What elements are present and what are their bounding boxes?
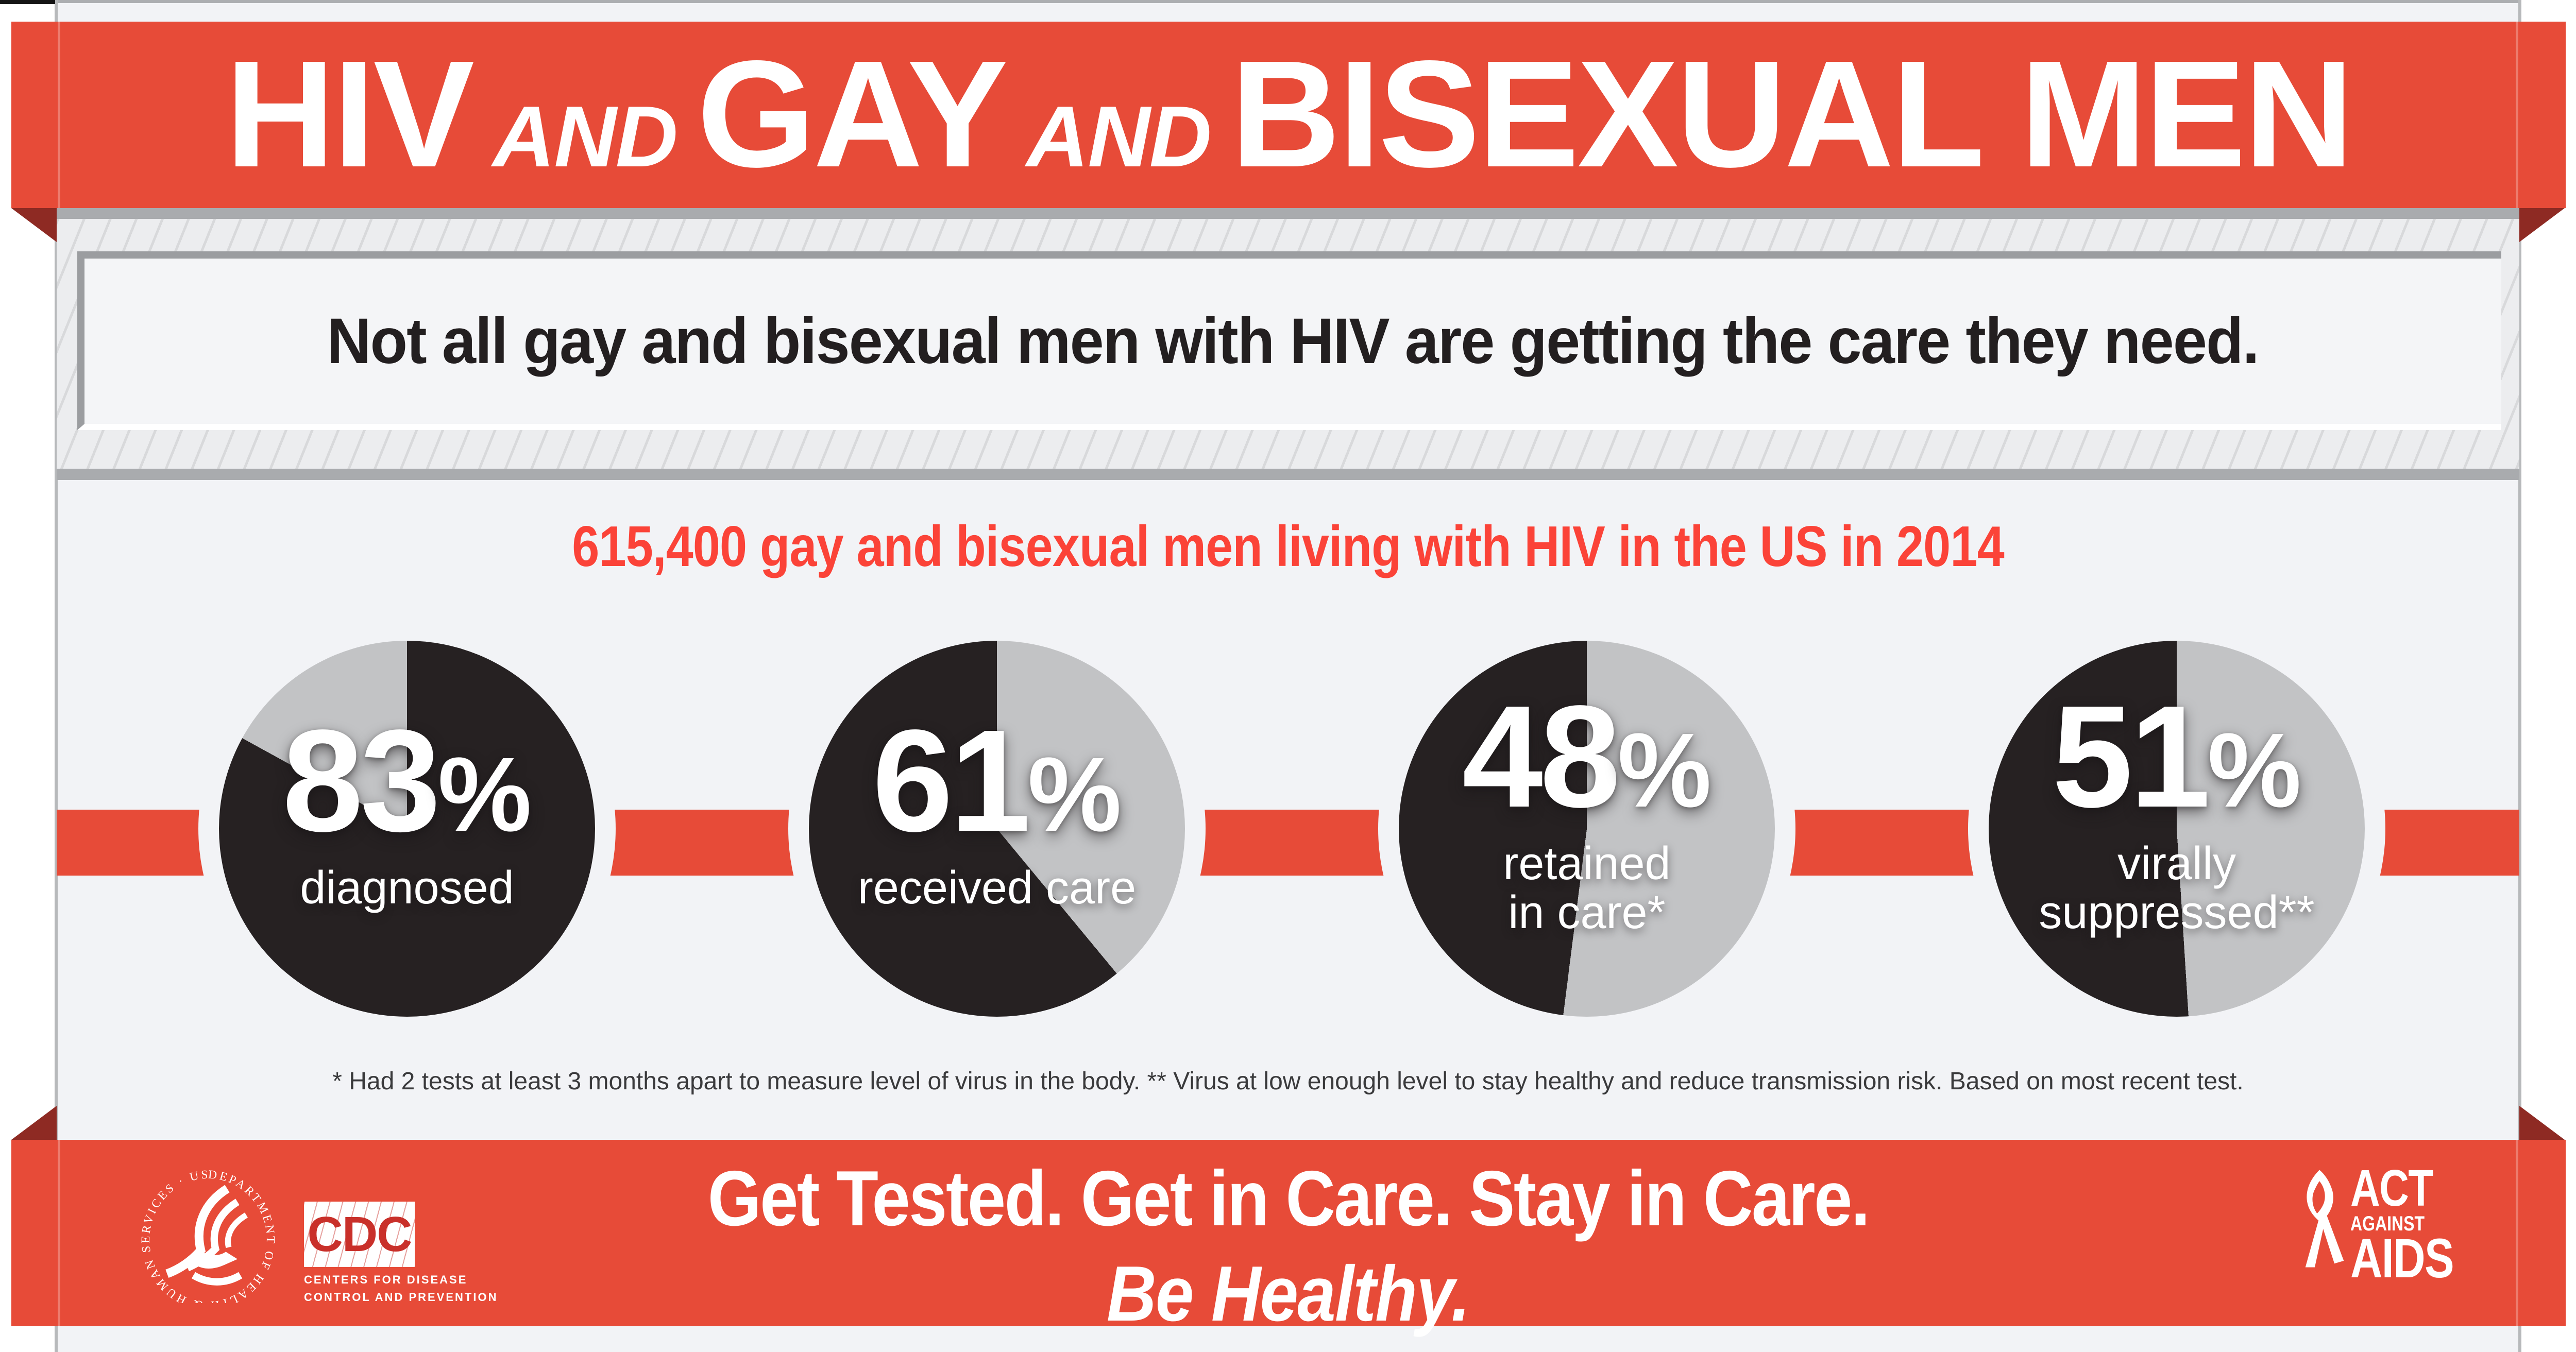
pie-label-line: in care* [1508,887,1666,938]
percent-sign: % [1617,711,1711,829]
act-against-aids-logo: ACT AGAINST AIDS [2292,1159,2479,1289]
pie-value: 48% [1462,683,1711,829]
pie-value: 61% [872,708,1122,853]
pie-percent-number: 61 [872,699,1031,862]
gray-divider-top [57,208,2519,219]
pie-chart-received-care: 61% received care [809,641,1185,1017]
aaa-line3: AIDS [2350,1227,2454,1289]
hhs-eagle-icon [165,1185,248,1286]
pie-value: 51% [2052,683,2301,829]
cdc-acronym: CDC [307,1206,413,1262]
top-banner [11,22,2566,208]
pie-label: diagnosed [300,862,514,914]
message-box: Not all gay and bisexual men with HIV ar… [77,251,2501,430]
pie-chart-retained-in-care: 48% retained in care* [1399,641,1775,1017]
pie-label-line: diagnosed [300,862,514,914]
stat-heading: 615,400 gay and bisexual men living with… [57,514,2519,579]
gray-divider-bottom [57,469,2519,480]
slogan: Get Tested. Get in Care. Stay in Care. B… [57,1154,2519,1339]
pie-chart-diagnosed: 83% diagnosed [219,641,595,1017]
ribbon-fold-bottom-left [11,1106,57,1140]
ribbon-fold-bottom-right [2519,1106,2565,1140]
pie-label-line: retained [1503,837,1671,889]
act-against-aids-text: ACT AGAINST AIDS [2350,1159,2454,1289]
banner-seam [2516,1140,2518,1326]
percent-sign: % [1027,735,1122,854]
message-text: Not all gay and bisexual men with HIV ar… [327,305,2260,377]
ribbon-fold-top-left [11,208,57,242]
title-word-gay: GAY [697,29,1008,199]
cdc-name-line2: CONTROL AND PREVENTION [304,1291,498,1304]
title-word-bisexual-men: BISEXUAL MEN [1230,29,2354,199]
pie-label-line: received care [857,862,1137,914]
pie-label-line: virally [2117,837,2236,889]
pie-value: 83% [282,708,532,853]
cdc-name-line1: CENTERS FOR DISEASE [304,1273,468,1286]
banner-seam [2516,22,2518,208]
awareness-ribbon-icon [2305,1170,2344,1268]
pie-label-line: suppressed** [2039,887,2315,938]
banner-seam [58,22,60,208]
bottom-banner [11,1140,2566,1326]
pie-label: virally suppressed** [2039,837,2315,938]
percent-sign: % [437,735,532,854]
pie-percent-number: 83 [282,699,441,862]
pie-percent-number: 48 [1462,675,1621,837]
cdc-logo-box: CDC [304,1202,415,1267]
ribbon-fold-top-right [2519,208,2565,242]
slogan-line2: Be Healthy. [1106,1250,1470,1338]
title-word-and-1: AND [493,88,678,185]
page-left-edge [55,0,58,1352]
banner-seam [58,1140,60,1326]
pie-chart-virally-suppressed: 51% virally suppressed** [1989,641,2365,1017]
cdc-logo: CDC CENTERS FOR DISEASE CONTROL AND PREV… [304,1202,498,1304]
title-word-and-2: AND [1026,88,1212,185]
scan-artifact-bar [0,0,55,4]
pie-label: retained in care* [1503,837,1671,938]
stat-heading-text: 615,400 gay and bisexual men living with… [572,515,2004,578]
pie-percent-number: 51 [2052,675,2211,837]
slogan-line1: Get Tested. Get in Care. Stay in Care. [707,1155,1870,1242]
aaa-line1: ACT [2350,1159,2433,1217]
page-right-edge [2518,0,2521,1352]
page-top-border [57,0,2519,3]
aaa-line2: AGAINST [2350,1212,2425,1235]
pie-label: received care [857,862,1137,914]
footnote: * Had 2 tests at least 3 months apart to… [332,1068,2244,1095]
title-word-hiv: HIV [225,29,474,199]
poster-title: HIV AND GAY AND BISEXUAL MEN [11,22,2566,208]
percent-sign: % [2207,711,2301,829]
